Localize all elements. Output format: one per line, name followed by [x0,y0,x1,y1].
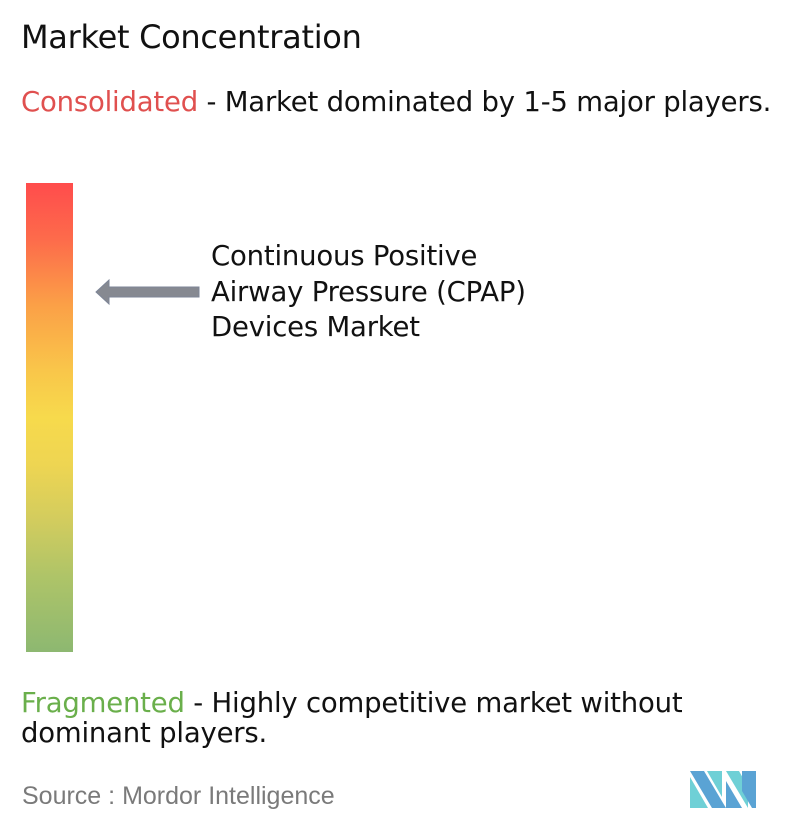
fragmented-text: - Highly competitive market without domi… [21,687,683,749]
consolidated-description: Consolidated - Market dominated by 1-5 m… [21,87,791,117]
fragmented-label: Fragmented [21,687,185,719]
source-attribution: Source : Mordor Intelligence [22,780,335,812]
source-name: Mordor Intelligence [122,782,335,810]
concentration-gradient-bar [26,183,73,652]
mordor-intelligence-logo-icon [690,771,756,808]
arrow-left-icon [95,278,200,306]
consolidated-label: Consolidated [21,86,198,118]
consolidated-text: - Market dominated by 1-5 major players. [197,86,772,118]
market-label-line-3: Devices Market [211,311,420,343]
chart-title: Market Concentration [21,18,362,56]
market-marker-label: Continuous Positive Airway Pressure (CPA… [211,239,526,346]
source-prefix: Source : [22,782,116,810]
fragmented-description: Fragmented - Highly competitive market w… [21,688,791,748]
market-label-line-2: Airway Pressure (CPAP) [211,275,526,308]
market-label-line-1: Continuous Positive [211,240,478,272]
